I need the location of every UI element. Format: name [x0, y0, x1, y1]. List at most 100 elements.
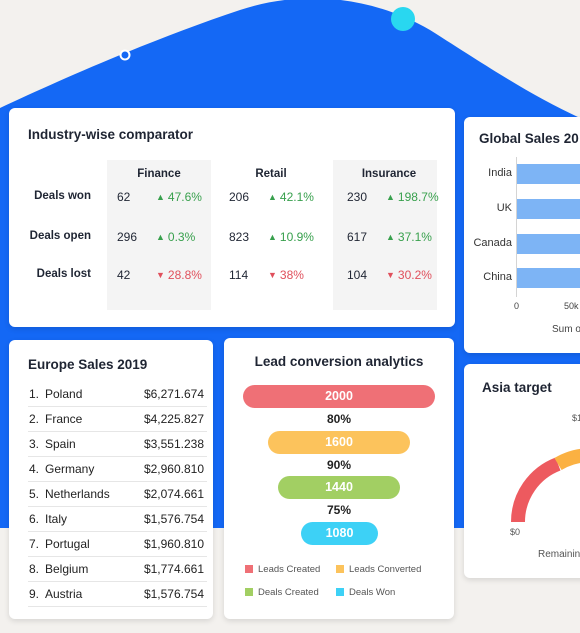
cell-value: 206	[229, 190, 250, 204]
legend-label: Leads Converted	[349, 564, 422, 575]
trend-up-icon: ▲	[156, 232, 165, 242]
rank-number: 7.	[29, 537, 40, 551]
trend-down-icon: ▼	[268, 270, 277, 280]
legend-swatch	[336, 565, 344, 573]
europe-sales-title: Europe Sales 2019	[28, 357, 148, 372]
rank-number: 5.	[29, 487, 40, 501]
conversion-rate: 80%	[326, 412, 352, 426]
y-axis-line	[516, 157, 517, 297]
change-value: 42.1%	[279, 190, 314, 204]
x-tick-1: 50k	[564, 301, 579, 311]
country-bar	[517, 234, 580, 254]
global-sales-title: Global Sales 20	[479, 131, 579, 146]
column-header-finance: Finance	[137, 168, 181, 180]
gauge-remaining-label: Remainin	[538, 549, 580, 560]
change-value: 10.9%	[279, 230, 314, 244]
sales-value: $6,271.674	[143, 387, 204, 401]
change-indicator: ▲ 10.9%	[268, 230, 314, 244]
country-label: India	[488, 167, 512, 179]
asia-target-title: Asia target	[482, 380, 552, 395]
gauge-top-label: $1	[572, 413, 580, 423]
country-bar	[517, 268, 580, 288]
rank-number: 3.	[29, 437, 40, 451]
country-name: Belgium	[45, 562, 89, 576]
change-indicator: ▲ 0.3%	[156, 230, 195, 244]
sales-value: $2,074.661	[143, 487, 204, 501]
legend-item: Leads Converted	[336, 564, 421, 575]
legend-swatch	[336, 588, 344, 596]
country-bar	[517, 164, 580, 184]
lead-conversion-title: Lead conversion analytics	[254, 354, 424, 369]
cell-value: 296	[117, 230, 138, 244]
list-item: 3. Spain $3,551.238	[28, 431, 207, 457]
x-axis-label: Sum o	[552, 324, 580, 335]
list-item: 2. France $4,225.827	[28, 406, 207, 432]
cell-value: 823	[229, 230, 250, 244]
change-value: 47.6%	[167, 190, 202, 204]
wave-dot	[119, 49, 131, 61]
trend-up-icon: ▲	[268, 192, 277, 202]
insurance-column-bg	[333, 160, 437, 310]
accent-dot	[391, 7, 415, 31]
list-item: 5. Netherlands $2,074.661	[28, 481, 207, 507]
industry-comparator-title: Industry-wise comparator	[28, 127, 194, 142]
change-indicator: ▲ 37.1%	[386, 230, 432, 244]
funnel-stage: 2000	[243, 385, 435, 408]
finance-column-bg	[107, 160, 211, 310]
column-header-retail: Retail	[255, 168, 287, 180]
change-indicator: ▼ 38%	[268, 268, 304, 282]
column-header-insurance: Insurance	[361, 168, 417, 180]
cell-value: 114	[229, 268, 249, 282]
legend-label: Deals Created	[258, 587, 319, 598]
gauge-min-label: $0	[510, 527, 521, 537]
country-label: Canada	[473, 237, 512, 249]
cell-value: 230	[347, 190, 368, 204]
trend-up-icon: ▲	[268, 232, 277, 242]
legend-item: Deals Won	[336, 587, 395, 598]
cell-value: 42	[117, 268, 131, 282]
row-label: Deals lost	[36, 268, 91, 280]
trend-down-icon: ▼	[386, 270, 395, 280]
conversion-rate: 90%	[326, 458, 352, 472]
legend-swatch	[245, 565, 253, 573]
change-value: 30.2%	[397, 268, 432, 282]
legend-label: Leads Created	[258, 564, 321, 575]
change-value: 198.7%	[397, 190, 439, 204]
country-bar	[517, 199, 580, 219]
change-value: 28.8%	[167, 268, 202, 282]
list-item: 1. Poland $6,271.674	[28, 381, 207, 407]
trend-down-icon: ▼	[156, 270, 165, 280]
rank-number: 1.	[29, 387, 40, 401]
global-sales-card: Global Sales 20 India UK Canada China 0 50k…	[464, 117, 580, 353]
industry-comparator-card: Industry-wise comparator Finance Retail In…	[9, 108, 455, 327]
row-label: Deals open	[29, 230, 91, 242]
sales-value: $3,551.238	[143, 437, 204, 451]
trend-up-icon: ▲	[386, 232, 395, 242]
rank-number: 6.	[29, 512, 40, 526]
country-label: UK	[496, 202, 512, 214]
country-name: France	[45, 412, 83, 426]
list-item: 9. Austria $1,576.754	[28, 581, 207, 607]
change-indicator: ▲ 198.7%	[386, 190, 439, 204]
row-label: Deals won	[34, 190, 91, 202]
legend-swatch	[245, 588, 253, 596]
change-value: 37.1%	[397, 230, 432, 244]
list-item: 6. Italy $1,576.754	[28, 506, 207, 532]
change-indicator: ▼ 30.2%	[386, 268, 432, 282]
sales-value: $1,774.661	[143, 562, 204, 576]
cell-value: 62	[117, 190, 131, 204]
trend-up-icon: ▲	[386, 192, 395, 202]
asia-gauge	[511, 448, 580, 523]
country-name: Netherlands	[45, 487, 110, 501]
country-name: Germany	[45, 462, 95, 476]
change-value: 0.3%	[167, 230, 196, 244]
sales-value: $2,960.810	[143, 462, 204, 476]
change-indicator: ▼ 28.8%	[156, 268, 202, 282]
country-label: China	[483, 271, 512, 283]
cell-value: 104	[347, 268, 368, 282]
change-indicator: ▲ 47.6%	[156, 190, 202, 204]
rank-number: 2.	[29, 412, 40, 426]
x-tick-0: 0	[514, 301, 520, 311]
sales-value: $1,576.754	[143, 512, 204, 526]
list-item: 7. Portugal $1,960.810	[28, 531, 207, 557]
